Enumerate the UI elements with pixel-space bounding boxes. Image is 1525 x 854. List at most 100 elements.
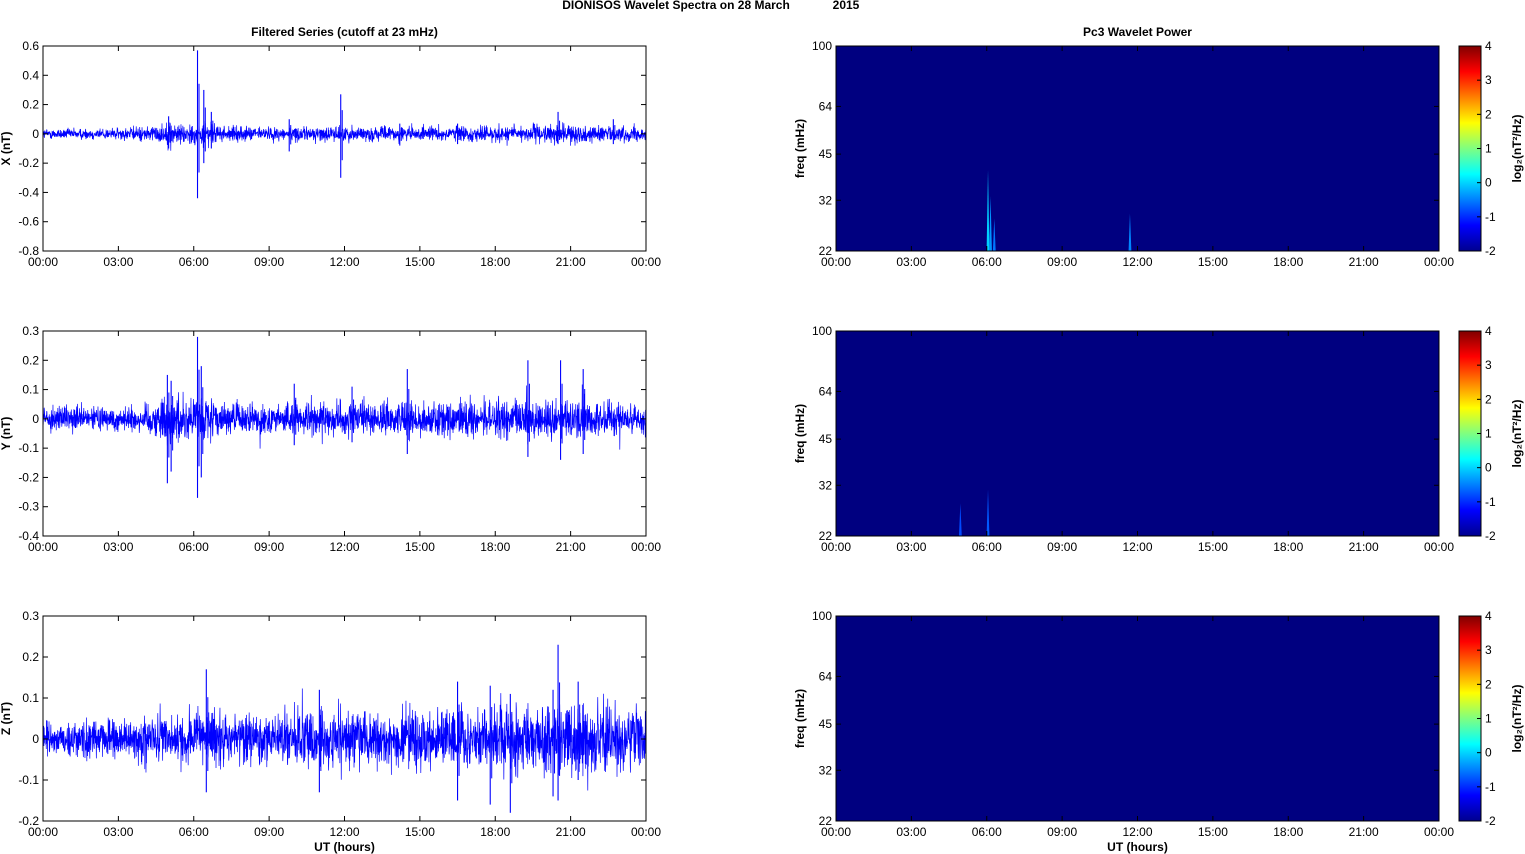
y-tick-label: 22 bbox=[819, 529, 833, 543]
x-tick-label: 18:00 bbox=[1273, 255, 1303, 269]
colorbar-tick-label: 4 bbox=[1485, 609, 1492, 623]
colorbar-tick-label: 0 bbox=[1485, 461, 1492, 475]
heatmap-burst bbox=[989, 196, 992, 251]
x-tick-label: 18:00 bbox=[480, 825, 510, 839]
panel-filtered-y: -0.4 -0.3 -0.2 -0.1 0 0.1 0.2 0.3 00:00 03:00 06:0… bbox=[0, 324, 661, 554]
x-tick-label: 06:00 bbox=[179, 255, 209, 269]
x-tick-label: 21:00 bbox=[556, 825, 586, 839]
y-tick-label: 32 bbox=[819, 478, 833, 492]
y-tick-label: 64 bbox=[819, 99, 833, 113]
x-tick-label: 00:00 bbox=[28, 825, 58, 839]
y-tick-label: -0.6 bbox=[18, 215, 39, 229]
x-tick-label: 06:00 bbox=[179, 825, 209, 839]
x-tick-label: 12:00 bbox=[329, 540, 359, 554]
y-tick-label: 22 bbox=[819, 814, 833, 828]
x-tick-label: 15:00 bbox=[405, 255, 435, 269]
y-tick-label: 64 bbox=[819, 669, 833, 683]
x-tick-label: 21:00 bbox=[1349, 255, 1379, 269]
panel-wavelet-y: -2 -1 0 1 2 3 4 log₂(nT²/Hz) 22 32 45 64 100 00:00 03:… bbox=[793, 324, 1524, 554]
colorbar-label: log₂(nT²/Hz) bbox=[1510, 685, 1524, 753]
y-tick-label: 45 bbox=[819, 717, 833, 731]
y-tick-label: -0.4 bbox=[18, 185, 39, 199]
y-tick-label: -0.2 bbox=[18, 156, 39, 170]
panels: -0.8 -0.6 -0.4 -0.2 0 0.2 0.4 0.6 00:00 03:00 06:0… bbox=[0, 25, 1524, 854]
y-tick-label: 0.4 bbox=[22, 68, 39, 82]
heatmap-burst bbox=[986, 489, 990, 536]
y-tick-label: 45 bbox=[819, 147, 833, 161]
y-axis-label: freq (mHz) bbox=[793, 689, 807, 748]
x-tick-label: 03:00 bbox=[103, 255, 133, 269]
y-axis-label: freq (mHz) bbox=[793, 119, 807, 178]
heatmap-background bbox=[836, 46, 1439, 251]
x-tick-label: 00:00 bbox=[631, 255, 661, 269]
figure-title: DIONISOS Wavelet Spectra on 28 March bbox=[562, 0, 790, 12]
panel-title: Pc3 Wavelet Power bbox=[1083, 25, 1192, 39]
x-tick-label: 03:00 bbox=[896, 825, 926, 839]
panel-wavelet-x: -2 -1 0 1 2 3 4 log₂(nT²/Hz) 22 32 45 64 100 00:00 03:… bbox=[793, 25, 1524, 269]
series-trace bbox=[43, 121, 646, 151]
y-tick-label: 0.1 bbox=[22, 383, 39, 397]
y-axis-label: Z (nT) bbox=[0, 702, 13, 735]
x-tick-label: 18:00 bbox=[1273, 540, 1303, 554]
colorbar-tick-label: -1 bbox=[1485, 210, 1496, 224]
y-tick-label: 45 bbox=[819, 432, 833, 446]
y-tick-label: -0.8 bbox=[18, 244, 39, 258]
heatmap-burst bbox=[992, 218, 996, 251]
x-tick-label: 09:00 bbox=[254, 540, 284, 554]
x-tick-label: 21:00 bbox=[1349, 825, 1379, 839]
x-tick-label: 18:00 bbox=[480, 255, 510, 269]
y-tick-label: 0.2 bbox=[22, 98, 39, 112]
y-tick-label: 64 bbox=[819, 384, 833, 398]
x-tick-label: 00:00 bbox=[1424, 540, 1454, 554]
x-tick-label: 21:00 bbox=[556, 540, 586, 554]
panel-wavelet-z: -2 -1 0 1 2 3 4 log₂(nT²/Hz) 22 32 45 64 100 00:00 03:… bbox=[793, 609, 1524, 854]
x-tick-label: 12:00 bbox=[329, 255, 359, 269]
colorbar-label: log₂(nT²/Hz) bbox=[1510, 400, 1524, 468]
x-axis-label: UT (hours) bbox=[1107, 840, 1168, 854]
panel-title: Filtered Series (cutoff at 23 mHz) bbox=[251, 25, 438, 39]
y-tick-label: 0.1 bbox=[22, 691, 39, 705]
x-tick-label: 00:00 bbox=[821, 255, 851, 269]
y-tick-label: 0.2 bbox=[22, 650, 39, 664]
x-tick-label: 03:00 bbox=[103, 540, 133, 554]
y-tick-label: 100 bbox=[812, 39, 832, 53]
colorbar-tick-label: -2 bbox=[1485, 814, 1496, 828]
x-tick-label: 06:00 bbox=[972, 540, 1002, 554]
heatmap-background bbox=[836, 331, 1439, 536]
x-tick-label: 12:00 bbox=[1122, 540, 1152, 554]
x-tick-label: 12:00 bbox=[329, 825, 359, 839]
colorbar-tick-label: -1 bbox=[1485, 780, 1496, 794]
y-tick-label: 0.3 bbox=[22, 324, 39, 338]
x-tick-label: 00:00 bbox=[631, 825, 661, 839]
x-tick-label: 00:00 bbox=[28, 540, 58, 554]
x-tick-label: 15:00 bbox=[1198, 255, 1228, 269]
colorbar-tick-label: 4 bbox=[1485, 39, 1492, 53]
y-tick-label: 100 bbox=[812, 609, 832, 623]
colorbar-tick-label: -1 bbox=[1485, 495, 1496, 509]
colorbar-tick-label: 3 bbox=[1485, 358, 1492, 372]
y-tick-label: 100 bbox=[812, 324, 832, 338]
x-tick-label: 09:00 bbox=[254, 825, 284, 839]
x-tick-label: 21:00 bbox=[1349, 540, 1379, 554]
colorbar-tick-label: 3 bbox=[1485, 73, 1492, 87]
heatmap-burst bbox=[1128, 213, 1132, 251]
y-tick-label: 0.2 bbox=[22, 353, 39, 367]
x-tick-label: 00:00 bbox=[1424, 255, 1454, 269]
x-tick-label: 00:00 bbox=[1424, 825, 1454, 839]
x-tick-label: 06:00 bbox=[972, 825, 1002, 839]
x-tick-label: 03:00 bbox=[896, 255, 926, 269]
x-tick-label: 03:00 bbox=[103, 825, 133, 839]
panel-filtered-x: -0.8 -0.6 -0.4 -0.2 0 0.2 0.4 0.6 00:00 03:00 06:0… bbox=[0, 25, 661, 269]
x-tick-label: 12:00 bbox=[1122, 825, 1152, 839]
colorbar-label: log₂(nT²/Hz) bbox=[1510, 115, 1524, 183]
y-axis-label: freq (mHz) bbox=[793, 404, 807, 463]
colorbar-tick-label: -2 bbox=[1485, 244, 1496, 258]
colorbar-tick-label: 1 bbox=[1485, 142, 1492, 156]
y-tick-label: 32 bbox=[819, 763, 833, 777]
x-tick-label: 15:00 bbox=[1198, 825, 1228, 839]
plot-area bbox=[43, 46, 646, 251]
x-tick-label: 00:00 bbox=[28, 255, 58, 269]
y-tick-label: 0 bbox=[32, 412, 39, 426]
colorbar-tick-label: 4 bbox=[1485, 324, 1492, 338]
